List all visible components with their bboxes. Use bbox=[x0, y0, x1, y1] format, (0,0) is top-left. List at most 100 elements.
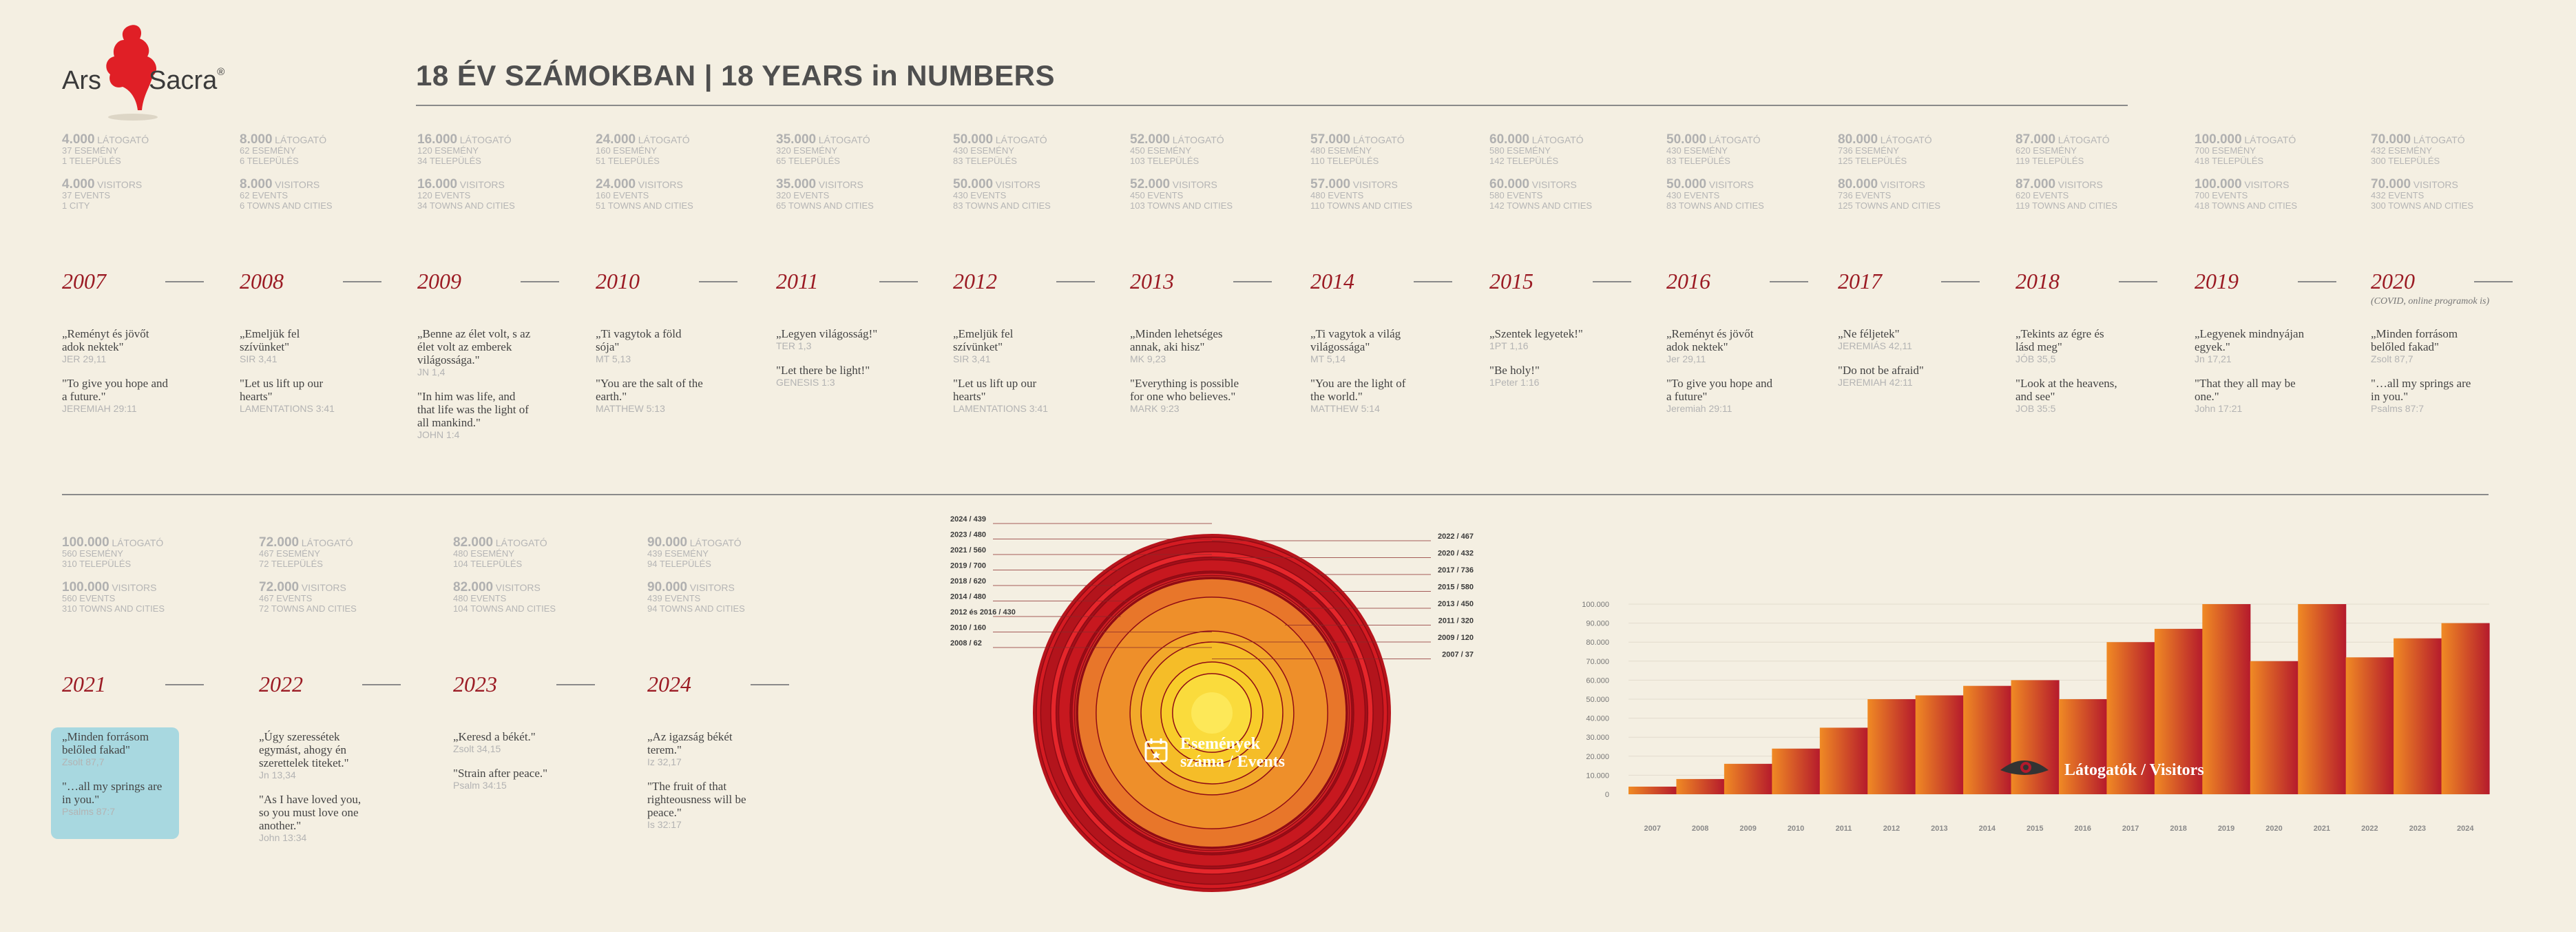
y-tick-label: 70.000 bbox=[1586, 658, 1609, 666]
x-tick-label: 2015 bbox=[2027, 825, 2043, 833]
stat-hu: 50.000 LÁTOGATÓ 430 ESEMÉNY 83 TELEPÜLÉS bbox=[953, 132, 1047, 166]
logo-word-sacra: Sacra® bbox=[149, 66, 225, 95]
year-connector-line bbox=[1941, 281, 1980, 282]
quote-block: „Keresd a békét." Zsolt 34,15 "Strain afte… bbox=[453, 730, 563, 791]
year-label-2020: 2020 bbox=[2371, 269, 2415, 293]
stat-en: 16.000 VISITORS 120 EVENTS 34 TOWNS AND CI… bbox=[417, 177, 515, 211]
quote-hu-ref: JEREMIÁS 42,11 bbox=[1838, 340, 1912, 351]
stat-en: 80.000 VISITORS 736 EVENTS 125 TOWNS AND C… bbox=[1838, 177, 1941, 211]
events-center-glow bbox=[1191, 692, 1233, 734]
quote-en-ref: Psalms 87:7 bbox=[62, 806, 116, 817]
stat-hu: 24.000 LÁTOGATÓ 160 ESEMÉNY 51 TELEPÜLÉS bbox=[596, 132, 690, 166]
quote-en-ref: Psalms 87:7 bbox=[2371, 403, 2425, 414]
events-label: 2019 / 700 bbox=[950, 562, 986, 570]
year-label-2016: 2016 bbox=[1666, 269, 1710, 293]
quote-en: "Let there be light!" bbox=[776, 364, 870, 377]
year-label-2008: 2008 bbox=[240, 269, 284, 293]
events-label: 2013 / 450 bbox=[1438, 600, 1474, 608]
quote-en: "Let us lift up our hearts" bbox=[240, 377, 324, 403]
stat-en: 35.000 VISITORS 320 EVENTS 65 TOWNS AND CI… bbox=[776, 177, 874, 211]
quote-block: „Emeljük fel szívünket" SIR 3,41 "Let us l… bbox=[953, 327, 1063, 415]
stat-hu: 90.000 LÁTOGATÓ 439 ESEMÉNY 94 TELEPÜLÉS bbox=[647, 535, 742, 569]
year-label-2023: 2023 bbox=[453, 672, 497, 696]
year-label-2007: 2007 bbox=[62, 269, 106, 293]
year-column-2022: 72.000 LÁTOGATÓ 467 ESEMÉNY 72 TELEPÜLÉS 72… bbox=[259, 535, 434, 614]
quote-hu-ref: SIR 3,41 bbox=[240, 353, 278, 364]
quote-block: „Reményt és jövőt adok nektek" JER 29,11 "… bbox=[62, 327, 172, 415]
events-label: 2024 / 439 bbox=[950, 515, 986, 524]
visitors-bar-2007 bbox=[1629, 786, 1677, 794]
visitors-bar-2014 bbox=[1963, 685, 2012, 794]
quote-en: "Look at the heavens, and see" bbox=[2015, 377, 2117, 403]
cherub-logo-icon bbox=[106, 25, 158, 121]
visitors-bar-2022 bbox=[2345, 657, 2394, 794]
quote-block: „Benne az élet volt, s az élet volt az e… bbox=[417, 327, 534, 441]
quote-hu-ref: JN 1,4 bbox=[417, 366, 446, 377]
quote-en-ref: Psalm 34:15 bbox=[453, 780, 507, 791]
stat-hu: 60.000 LÁTOGATÓ 580 ESEMÉNY 142 TELEPÜLÉS bbox=[1489, 132, 1584, 166]
quote-block: „Reményt és jövőt adok nektek" Jer 29,11 "… bbox=[1666, 327, 1777, 415]
quote-block: „Tekints az égre és lásd meg" JÓB 35,5 "Lo… bbox=[2015, 327, 2126, 415]
quote-en: "Let us lift up our hearts" bbox=[953, 377, 1037, 403]
year-connector-line bbox=[1414, 281, 1452, 282]
events-label: 2007 / 37 bbox=[1442, 651, 1474, 659]
year-connector-line bbox=[556, 684, 595, 685]
y-tick-label: 10.000 bbox=[1586, 772, 1609, 780]
events-label: 2011 / 320 bbox=[1438, 617, 1474, 625]
stat-hu: 72.000 LÁTOGATÓ 467 ESEMÉNY 72 TELEPÜLÉS bbox=[259, 535, 353, 569]
quote-en-ref: 1Peter 1:16 bbox=[1489, 377, 1540, 388]
x-tick-label: 2007 bbox=[1644, 825, 1660, 833]
year-label-2017: 2017 bbox=[1838, 269, 1882, 293]
quote-hu: „Úgy szeressétek egymást, ahogy én szere… bbox=[259, 730, 349, 769]
x-tick-label: 2012 bbox=[1883, 825, 1900, 833]
x-tick-label: 2024 bbox=[2457, 825, 2474, 833]
quote-hu: „Emeljük fel szívünket" bbox=[953, 327, 1014, 353]
quote-hu: „Reményt és jövőt adok nektek" bbox=[1666, 327, 1754, 353]
quote-hu: „Minden lehetséges annak, aki hisz" bbox=[1130, 327, 1223, 353]
quote-hu: „Minden forrásom belőled fakad" bbox=[2371, 327, 2458, 353]
year-connector-line bbox=[1593, 281, 1631, 282]
year-column-2013: 52.000 LÁTOGATÓ 450 ESEMÉNY 103 TELEPÜLÉS 5… bbox=[1130, 133, 1306, 211]
visitors-bar-2023 bbox=[2394, 638, 2442, 794]
stat-en: 60.000 VISITORS 580 EVENTS 142 TOWNS AND C… bbox=[1489, 177, 1593, 211]
logo-word-ars: Ars bbox=[62, 66, 101, 95]
quote-block: „Minden forrásom belőled fakad" Zsolt 87,… bbox=[62, 730, 172, 818]
year-note: (COVID, online programok is) bbox=[2371, 296, 2490, 307]
quote-en-ref: GENESIS 1:3 bbox=[776, 377, 835, 388]
quote-en: "To give you hope and a future." bbox=[62, 377, 168, 403]
quote-en: "As I have loved you, so you must love o… bbox=[259, 793, 362, 832]
eye-icon bbox=[2000, 760, 2049, 775]
quote-en: "Be holy!" bbox=[1489, 364, 1540, 377]
visitors-bar-2016 bbox=[2059, 699, 2108, 794]
quote-en-ref: MATTHEW 5:14 bbox=[1310, 403, 1380, 414]
stat-hu: 70.000 LÁTOGATÓ 432 ESEMÉNY 300 TELEPÜLÉS bbox=[2371, 132, 2465, 166]
quote-en: "Strain after peace." bbox=[453, 767, 548, 780]
year-connector-line bbox=[1770, 281, 1808, 282]
quote-en: "…all my springs are in you." bbox=[62, 780, 163, 806]
year-label-2019: 2019 bbox=[2195, 269, 2239, 293]
year-column-2011: 35.000 LÁTOGATÓ 320 ESEMÉNY 65 TELEPÜLÉS 35… bbox=[776, 132, 952, 211]
x-tick-label: 2020 bbox=[2265, 825, 2282, 833]
stat-en: 57.000 VISITORS 480 EVENTS 110 TOWNS AND C… bbox=[1310, 177, 1413, 211]
visitors-bar-2021 bbox=[2298, 604, 2347, 794]
visitors-bar-chart: 0 10.000 20.000 30.000 40.000 50.000 60.000 70.… bbox=[1582, 601, 2490, 833]
y-tick-label: 90.000 bbox=[1586, 620, 1609, 628]
year-column-2010: 24.000 LÁTOGATÓ 160 ESEMÉNY 51 TELEPÜLÉS 24… bbox=[596, 132, 771, 211]
quote-en: "You are the salt of the earth." bbox=[596, 377, 703, 403]
visitors-bar-2012 bbox=[1867, 699, 1916, 794]
visitors-bar-2015 bbox=[2011, 680, 2060, 794]
x-tick-label: 2023 bbox=[2409, 825, 2426, 833]
year-connector-line bbox=[2474, 281, 2513, 282]
year-label-2014: 2014 bbox=[1310, 269, 1354, 293]
quote-en: "You are the light of the world." bbox=[1310, 377, 1406, 403]
events-label: 2012 és 2016 / 430 bbox=[950, 608, 1016, 617]
visitors-bar-2008 bbox=[1676, 778, 1725, 794]
year-connector-line bbox=[165, 281, 204, 282]
x-tick-label: 2017 bbox=[2122, 825, 2139, 833]
stat-hu: 16.000 LÁTOGATÓ 120 ESEMÉNY 34 TELEPÜLÉS bbox=[417, 132, 512, 166]
year-label-2018: 2018 bbox=[2015, 269, 2060, 293]
stat-hu: 35.000 LÁTOGATÓ 320 ESEMÉNY 65 TELEPÜLÉS bbox=[776, 132, 870, 166]
quote-hu: „Ne féljetek" bbox=[1838, 327, 1900, 340]
quote-hu-ref: MK 9,23 bbox=[1130, 353, 1166, 364]
quote-hu: „Benne az élet volt, s az élet volt az e… bbox=[417, 327, 531, 366]
